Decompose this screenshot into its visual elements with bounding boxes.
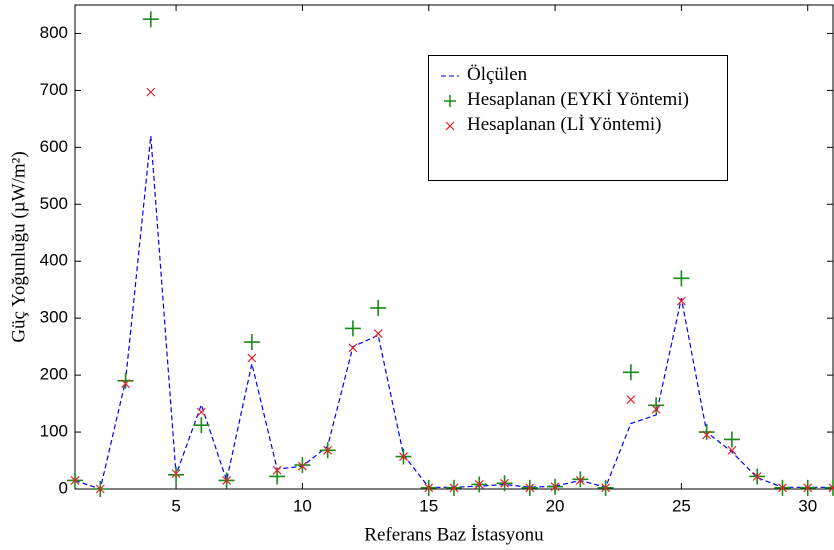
y-tick-label: 500 <box>40 194 68 213</box>
x-tick-label: 15 <box>419 496 438 515</box>
x-tick-label: 5 <box>171 496 180 515</box>
cross-marker <box>626 395 636 405</box>
plus-marker <box>723 431 740 448</box>
cross-marker <box>651 404 661 414</box>
cross-marker <box>272 465 282 475</box>
legend: Ölçülen Hesaplanan (EYKİ Yöntemi) Hesapl… <box>428 55 728 181</box>
plus-marker <box>142 11 159 28</box>
legend-entry: Hesaplanan (Lİ Yöntemi) <box>439 112 717 137</box>
cross-marker <box>171 469 181 479</box>
cross-marker <box>575 476 585 485</box>
y-tick-label: 800 <box>40 23 68 42</box>
cross-marker <box>601 483 611 493</box>
cross-marker <box>752 472 762 481</box>
plus-marker <box>294 457 311 474</box>
cross-marker <box>828 483 834 493</box>
y-tick-label: 100 <box>40 422 68 441</box>
plus-marker <box>370 299 387 316</box>
y-tick-label: 600 <box>40 137 68 156</box>
cross-marker <box>373 329 383 338</box>
cross-marker <box>121 379 130 389</box>
cross-marker <box>676 296 686 306</box>
legend-marker <box>445 121 455 131</box>
x-tick-label: 20 <box>546 496 565 515</box>
y-tick-label: 300 <box>40 308 68 327</box>
cross-marker <box>70 476 80 485</box>
cross-marker <box>727 445 737 455</box>
cross-marker <box>95 484 105 494</box>
plus-marker <box>117 372 134 389</box>
x-tick-label: 10 <box>293 496 312 515</box>
cross-marker <box>550 482 560 492</box>
cross-marker <box>500 478 509 488</box>
plus-marker <box>269 468 286 485</box>
plus-marker <box>572 471 589 488</box>
legend-marker <box>444 94 456 107</box>
cross-marker <box>323 445 333 455</box>
legend-entry: Hesaplanan (EYKİ Yöntemi) <box>439 87 717 112</box>
cross-marker <box>348 343 358 353</box>
cross-marker <box>474 480 484 489</box>
cross-marker <box>247 353 257 363</box>
cross-marker <box>146 87 156 97</box>
x-axis-label: Referans Baz İstasyonu <box>364 524 544 545</box>
cross-marker <box>424 483 434 493</box>
x-tick-label: 30 <box>798 496 817 515</box>
cross-marker <box>803 483 813 493</box>
y-axis-label: Güç Yoğunluğu (µW/m²) <box>8 151 29 342</box>
legend-label: Ölçülen <box>467 64 528 85</box>
plus-marker <box>193 417 210 434</box>
cross-marker <box>196 407 206 417</box>
legend-marker <box>441 75 459 77</box>
plus-marker <box>673 270 690 287</box>
y-tick-label: 0 <box>59 478 68 497</box>
cross-marker <box>449 483 459 493</box>
legend-entry: Ölçülen <box>439 62 717 87</box>
plus-marker <box>648 397 665 414</box>
cross-marker <box>702 430 712 440</box>
plus-marker <box>168 466 185 483</box>
cross-marker <box>525 483 535 493</box>
y-tick-label: 400 <box>40 251 68 270</box>
plus-marker <box>243 334 260 351</box>
x-tick-label: 25 <box>672 496 691 515</box>
plus-marker <box>622 364 639 381</box>
cross-marker <box>399 452 408 461</box>
y-tick-label: 700 <box>40 80 68 99</box>
cross-marker <box>297 461 307 471</box>
y-tick-label: 200 <box>40 365 68 384</box>
plus-marker <box>698 424 715 441</box>
cross-marker <box>222 476 232 485</box>
legend-label: Hesaplanan (EYKİ Yöntemi) <box>467 89 689 110</box>
plus-marker <box>344 320 361 337</box>
cross-marker <box>778 483 787 493</box>
legend-label: Hesaplanan (Lİ Yöntemi) <box>467 114 662 135</box>
